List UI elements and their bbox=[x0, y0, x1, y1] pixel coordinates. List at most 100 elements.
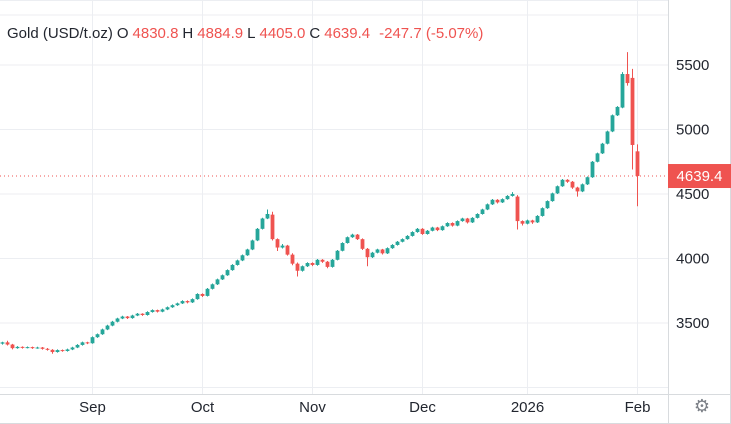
candle[interactable] bbox=[495, 199, 500, 204]
candle[interactable] bbox=[125, 316, 130, 320]
candle[interactable] bbox=[65, 348, 70, 352]
candle[interactable] bbox=[605, 130, 610, 145]
candle[interactable] bbox=[165, 306, 170, 311]
candle[interactable] bbox=[260, 217, 265, 230]
candle[interactable] bbox=[315, 259, 320, 266]
candle[interactable] bbox=[115, 317, 120, 323]
candle[interactable] bbox=[330, 259, 335, 268]
candle[interactable] bbox=[465, 217, 470, 224]
candle[interactable] bbox=[380, 248, 385, 255]
candle[interactable] bbox=[625, 52, 630, 86]
candle[interactable] bbox=[235, 259, 240, 266]
candle[interactable] bbox=[545, 200, 550, 209]
candle[interactable] bbox=[245, 248, 250, 256]
candle[interactable] bbox=[480, 208, 485, 215]
candle[interactable] bbox=[340, 242, 345, 252]
candle[interactable] bbox=[105, 324, 110, 331]
candle[interactable] bbox=[560, 179, 565, 187]
candle[interactable] bbox=[585, 176, 590, 185]
candle[interactable] bbox=[60, 349, 65, 352]
candle[interactable] bbox=[45, 348, 50, 351]
candle[interactable] bbox=[310, 262, 315, 267]
candle[interactable] bbox=[145, 311, 150, 316]
candle[interactable] bbox=[220, 274, 225, 281]
candle[interactable] bbox=[525, 219, 530, 225]
candle[interactable] bbox=[5, 340, 10, 346]
candle[interactable] bbox=[120, 315, 125, 320]
candle[interactable] bbox=[200, 293, 205, 297]
candle[interactable] bbox=[535, 215, 540, 224]
candle[interactable] bbox=[355, 233, 360, 241]
candle[interactable] bbox=[620, 72, 625, 109]
candles-series[interactable] bbox=[0, 52, 640, 354]
candle[interactable] bbox=[300, 265, 305, 272]
candle[interactable] bbox=[130, 314, 135, 319]
candle[interactable] bbox=[420, 228, 425, 235]
candle[interactable] bbox=[385, 247, 390, 254]
candle[interactable] bbox=[325, 260, 330, 269]
candle[interactable] bbox=[615, 106, 620, 116]
candle[interactable] bbox=[25, 346, 30, 349]
candle[interactable] bbox=[335, 249, 340, 261]
candle[interactable] bbox=[50, 349, 55, 354]
candle[interactable] bbox=[395, 240, 400, 246]
candle[interactable] bbox=[455, 220, 460, 227]
candle[interactable] bbox=[135, 312, 140, 317]
candle[interactable] bbox=[255, 228, 260, 242]
candle[interactable] bbox=[90, 336, 95, 344]
candle[interactable] bbox=[405, 235, 410, 240]
candle[interactable] bbox=[435, 226, 440, 232]
candle[interactable] bbox=[370, 251, 375, 258]
candle[interactable] bbox=[505, 195, 510, 200]
candle[interactable] bbox=[595, 152, 600, 163]
candle[interactable] bbox=[425, 229, 430, 235]
candle[interactable] bbox=[170, 304, 175, 308]
candle[interactable] bbox=[10, 343, 15, 350]
candle[interactable] bbox=[600, 142, 605, 155]
candle[interactable] bbox=[290, 253, 295, 266]
candle[interactable] bbox=[410, 231, 415, 237]
candle[interactable] bbox=[180, 300, 185, 305]
candle[interactable] bbox=[440, 225, 445, 231]
candle[interactable] bbox=[485, 203, 490, 211]
candle[interactable] bbox=[415, 228, 420, 233]
candle[interactable] bbox=[225, 269, 230, 276]
candle[interactable] bbox=[575, 186, 580, 197]
candle[interactable] bbox=[320, 259, 325, 263]
candle[interactable] bbox=[590, 160, 595, 178]
candle[interactable] bbox=[140, 313, 145, 316]
candle[interactable] bbox=[450, 222, 455, 227]
time-axis[interactable]: Sep Oct Nov Dec 2026 Feb bbox=[79, 399, 650, 416]
candle[interactable] bbox=[285, 244, 290, 256]
candle[interactable] bbox=[460, 217, 465, 222]
candle[interactable] bbox=[195, 293, 200, 300]
candle[interactable] bbox=[205, 288, 210, 297]
candle[interactable] bbox=[175, 302, 180, 306]
candle[interactable] bbox=[230, 264, 235, 271]
candle[interactable] bbox=[20, 346, 25, 349]
candle[interactable] bbox=[250, 239, 255, 251]
candle[interactable] bbox=[500, 198, 505, 204]
candle[interactable] bbox=[75, 344, 80, 349]
candle[interactable] bbox=[35, 346, 40, 349]
candle[interactable] bbox=[240, 254, 245, 262]
candle[interactable] bbox=[540, 207, 545, 217]
candle[interactable] bbox=[510, 192, 515, 197]
candle[interactable] bbox=[490, 199, 495, 205]
candle[interactable] bbox=[265, 209, 270, 220]
candle[interactable] bbox=[430, 226, 435, 232]
candle[interactable] bbox=[215, 278, 220, 285]
candle[interactable] bbox=[85, 341, 90, 345]
candle[interactable] bbox=[610, 114, 615, 133]
candle[interactable] bbox=[360, 238, 365, 250]
candle[interactable] bbox=[365, 248, 370, 267]
candle[interactable] bbox=[580, 183, 585, 193]
candle[interactable] bbox=[55, 349, 60, 353]
candle[interactable] bbox=[80, 341, 85, 346]
candle[interactable] bbox=[350, 233, 355, 238]
price-axis[interactable]: 3500 4000 4500 5000 5500 bbox=[676, 57, 709, 332]
candle[interactable] bbox=[295, 262, 300, 277]
candle[interactable] bbox=[375, 248, 380, 254]
candle[interactable] bbox=[280, 244, 285, 249]
